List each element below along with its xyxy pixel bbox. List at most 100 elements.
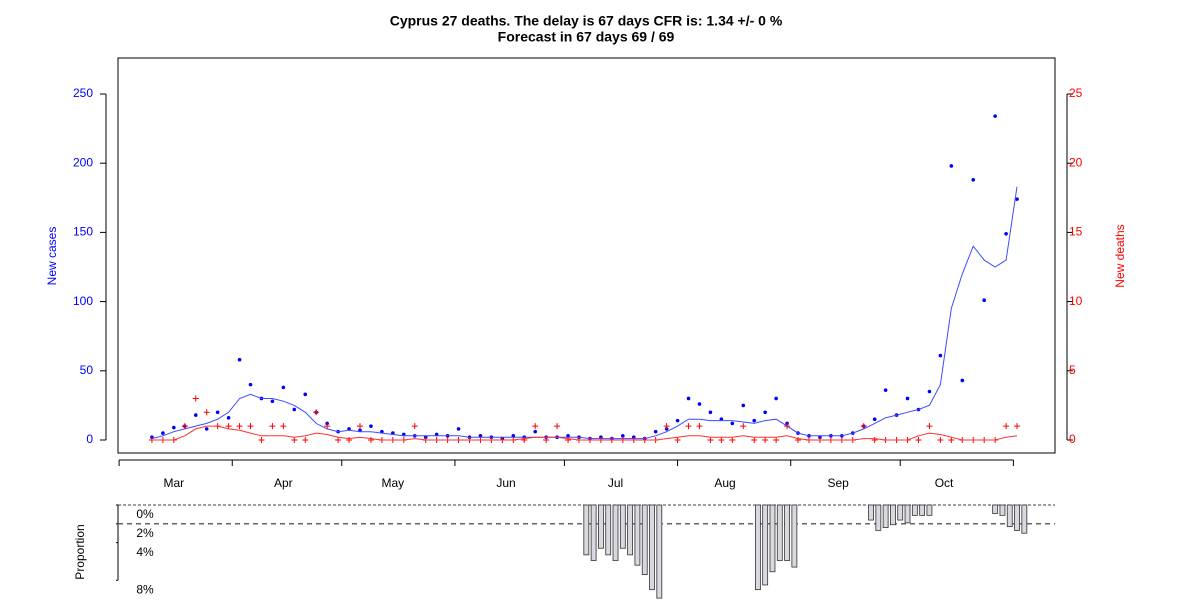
death-point (740, 423, 747, 430)
proportion-bar (627, 504, 634, 556)
case-point (456, 427, 461, 431)
death-point (937, 436, 944, 443)
case-point (883, 388, 888, 392)
death-point (280, 423, 287, 430)
case-point (730, 421, 735, 426)
y-axis-label: New cases (45, 227, 59, 286)
death-point (367, 436, 374, 443)
death-point (871, 436, 878, 443)
death-point (357, 423, 364, 430)
proportion-bar (791, 504, 798, 568)
y-tick-label: 150 (73, 225, 93, 239)
x-month-label: Aug (714, 476, 735, 490)
death-point (313, 409, 320, 416)
case-point (697, 402, 702, 406)
death-point (685, 423, 692, 430)
case-point (675, 418, 680, 423)
case-point (281, 385, 286, 390)
y-tick-label: 50 (80, 363, 94, 377)
case-point (960, 378, 965, 383)
proportion-bar (999, 504, 1006, 516)
death-point (236, 423, 243, 430)
death-point (203, 409, 210, 416)
death-point (291, 436, 298, 443)
y2-tick-label: 0 (1069, 432, 1076, 446)
death-point (324, 423, 331, 430)
plot-frame (117, 57, 1056, 454)
case-point (927, 389, 932, 394)
x-month-label: Jul (608, 476, 623, 490)
proportion-bar (784, 504, 790, 561)
y2-tick-label: 5 (1069, 363, 1076, 377)
proportion-bar (762, 504, 769, 586)
proportion-bar (897, 504, 904, 521)
death-point (729, 436, 736, 443)
case-point (621, 434, 625, 438)
proportion-bar (754, 504, 761, 591)
case-point (369, 424, 373, 428)
death-point (948, 436, 955, 443)
y2-axis-label: New deaths (1113, 224, 1127, 287)
proportion-bar (776, 504, 783, 561)
case-point (872, 417, 877, 422)
case-point (1004, 231, 1008, 236)
case-point (752, 418, 757, 423)
death-point (926, 423, 933, 430)
proportion-bar (641, 504, 648, 576)
series-line (151, 425, 1018, 441)
death-point (663, 423, 670, 430)
proportion-bar (598, 504, 604, 549)
case-point (270, 399, 275, 404)
proportion-bar (875, 504, 882, 531)
death-point (247, 423, 254, 430)
proportion-bar (882, 504, 889, 528)
case-point (763, 410, 767, 415)
case-point (938, 353, 943, 358)
y-tick-label: 0 (86, 432, 93, 446)
case-point (993, 114, 997, 118)
proportion-axis-label: Proportion (73, 524, 87, 579)
chart-subtitle: Forecast in 67 days 69 / 69 (498, 29, 675, 45)
death-point (532, 423, 539, 430)
death-point (860, 423, 867, 430)
proportion-bar (619, 504, 626, 549)
proportion-bar (919, 504, 926, 516)
chart-title: Cyprus 27 deaths. The delay is 67 days C… (390, 13, 783, 29)
case-point (774, 396, 778, 401)
case-point (172, 425, 176, 430)
proportion-bar (868, 504, 874, 521)
death-point (181, 423, 188, 430)
case-point (949, 164, 954, 168)
case-point (741, 403, 746, 408)
death-point (411, 423, 418, 430)
death-point (269, 423, 276, 430)
death-point (335, 436, 342, 443)
x-month-label: Apr (274, 476, 293, 490)
y2-tick-label: 15 (1069, 225, 1083, 239)
case-point (226, 416, 231, 420)
series-line (151, 186, 1018, 440)
case-point (708, 410, 713, 415)
case-point (303, 392, 308, 397)
death-point (795, 436, 802, 443)
death-point (718, 436, 725, 443)
proportion-bar (590, 504, 597, 561)
death-point (707, 436, 714, 443)
death-point (225, 423, 232, 430)
case-point (653, 429, 658, 434)
proportion-bar (634, 504, 641, 566)
case-point (193, 413, 198, 417)
x-month-label: Sep (827, 476, 849, 490)
proportion-bar (656, 504, 663, 599)
x-month-label: Mar (164, 476, 185, 490)
death-point (696, 423, 703, 430)
case-point (1015, 197, 1019, 201)
proportion-bar (890, 504, 896, 526)
y-tick-label: 250 (73, 86, 93, 100)
death-point (565, 436, 572, 443)
y2-tick-label: 25 (1069, 86, 1083, 100)
proportion-bar (605, 504, 612, 556)
y2-tick-label: 10 (1069, 294, 1083, 308)
death-point (1014, 423, 1021, 430)
